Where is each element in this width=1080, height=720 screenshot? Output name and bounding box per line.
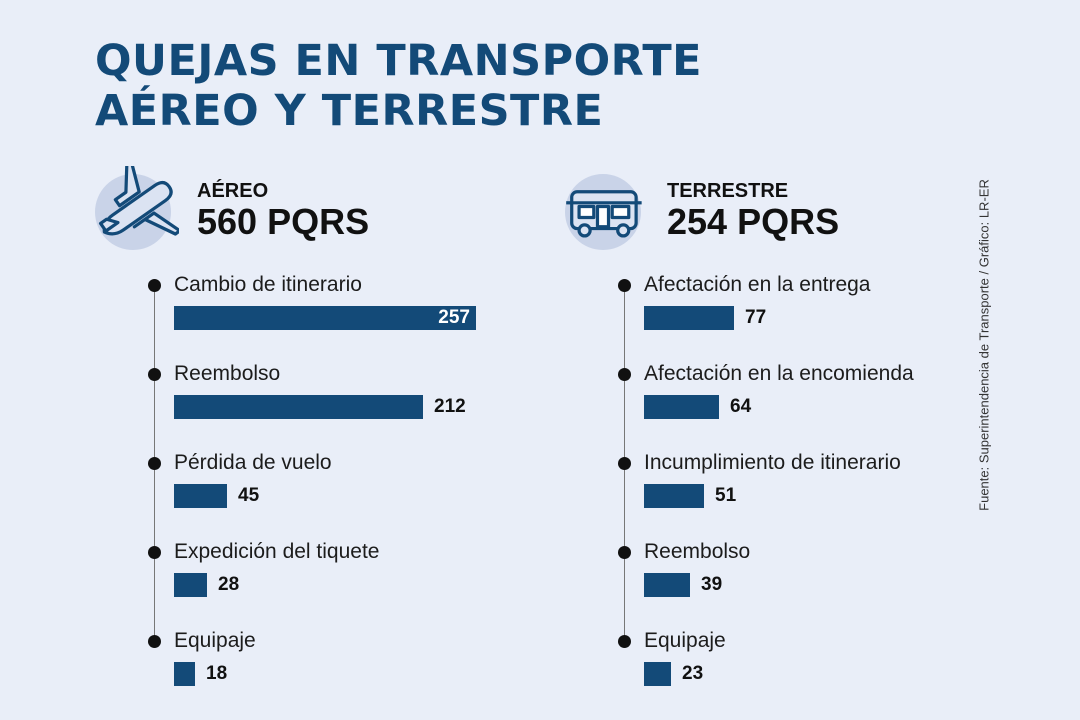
bar bbox=[644, 662, 671, 686]
bar-row: 23 bbox=[644, 662, 703, 686]
bar-item: Incumplimiento de itinerario 51 bbox=[616, 449, 976, 519]
bar-row: 212 bbox=[174, 395, 466, 419]
timeline-dot bbox=[618, 546, 631, 559]
bar-row: 39 bbox=[644, 573, 722, 597]
bar-item: Equipaje 23 bbox=[616, 627, 976, 697]
timeline-dot bbox=[148, 279, 161, 292]
bar-row: 51 bbox=[644, 484, 736, 508]
value-label: 51 bbox=[715, 485, 737, 506]
bar-row: 64 bbox=[644, 395, 751, 419]
timeline-dot bbox=[148, 635, 161, 648]
chart-title: QUEJAS EN TRANSPORTE AÉREO Y TERRESTRE bbox=[95, 36, 702, 136]
category-label: Pérdida de vuelo bbox=[174, 451, 332, 474]
category-label: Reembolso bbox=[174, 362, 281, 385]
category-label: Incumplimiento de itinerario bbox=[644, 451, 901, 474]
category-label: AÉREO bbox=[197, 180, 269, 202]
value-label: 28 bbox=[218, 574, 240, 595]
value-label: 77 bbox=[745, 307, 767, 328]
source-text: Fuente: Superintendencia de Transporte /… bbox=[976, 179, 992, 511]
timeline-dot bbox=[618, 635, 631, 648]
title-line-2: AÉREO Y TERRESTRE bbox=[95, 86, 604, 136]
category-label: Reembolso bbox=[644, 540, 751, 563]
category-total: 254 PQRS bbox=[667, 201, 840, 242]
bus-icon bbox=[565, 174, 642, 250]
category-label: Equipaje bbox=[174, 629, 256, 652]
bar bbox=[644, 395, 719, 419]
value-label: 45 bbox=[238, 485, 260, 506]
bar: 257 bbox=[174, 306, 476, 330]
timeline-dot bbox=[618, 279, 631, 292]
value-label: 212 bbox=[434, 396, 466, 417]
bar-item: Cambio de itinerario 257 bbox=[146, 271, 506, 341]
bar bbox=[174, 484, 227, 508]
bar-row: 77 bbox=[644, 306, 766, 330]
title-line-1: QUEJAS EN TRANSPORTE bbox=[95, 36, 703, 86]
timeline-dot bbox=[618, 368, 631, 381]
value-label: 18 bbox=[206, 663, 228, 684]
timeline-dot bbox=[148, 368, 161, 381]
bar-item: Afectación en la entrega 77 bbox=[616, 271, 976, 341]
bar bbox=[174, 573, 207, 597]
value-label: 257 bbox=[438, 307, 470, 328]
timeline-dot bbox=[148, 457, 161, 470]
bar bbox=[644, 573, 690, 597]
value-label: 23 bbox=[682, 663, 704, 684]
airplane-icon bbox=[95, 166, 179, 250]
bar bbox=[174, 662, 195, 686]
panel-header: TERRESTRE 254 PQRS bbox=[667, 180, 839, 242]
category-label: Cambio de itinerario bbox=[174, 273, 362, 296]
category-label: Expedición del tiquete bbox=[174, 540, 380, 563]
category-label: Afectación en la entrega bbox=[644, 273, 871, 296]
bar-row: 28 bbox=[174, 573, 239, 597]
bar-item: Reembolso 212 bbox=[146, 360, 506, 430]
bar bbox=[644, 484, 704, 508]
bar-row: 18 bbox=[174, 662, 227, 686]
category-label: Equipaje bbox=[644, 629, 726, 652]
bar-item: Equipaje 18 bbox=[146, 627, 506, 697]
category-label: TERRESTRE bbox=[667, 180, 789, 202]
category-label: Afectación en la encomienda bbox=[644, 362, 914, 385]
bar-item: Expedición del tiquete 28 bbox=[146, 538, 506, 608]
bar-item: Afectación en la encomienda 64 bbox=[616, 360, 976, 430]
category-total: 560 PQRS bbox=[197, 201, 370, 242]
panel-aereo: AÉREO 560 PQRS Cambio de itinerario 257 Re… bbox=[95, 166, 515, 700]
bar bbox=[644, 306, 734, 330]
value-label: 39 bbox=[701, 574, 723, 595]
panel-header: AÉREO 560 PQRS bbox=[197, 180, 369, 242]
bar-item: Pérdida de vuelo 45 bbox=[146, 449, 506, 519]
timeline-dot bbox=[148, 546, 161, 559]
panel-terrestre: TERRESTRE 254 PQRS Afectación en la entr… bbox=[565, 170, 985, 700]
bar-row: 257 bbox=[174, 306, 476, 330]
timeline-dot bbox=[618, 457, 631, 470]
value-label: 64 bbox=[730, 396, 752, 417]
bar-row: 45 bbox=[174, 484, 259, 508]
bar bbox=[174, 395, 423, 419]
bar-item: Reembolso 39 bbox=[616, 538, 976, 608]
